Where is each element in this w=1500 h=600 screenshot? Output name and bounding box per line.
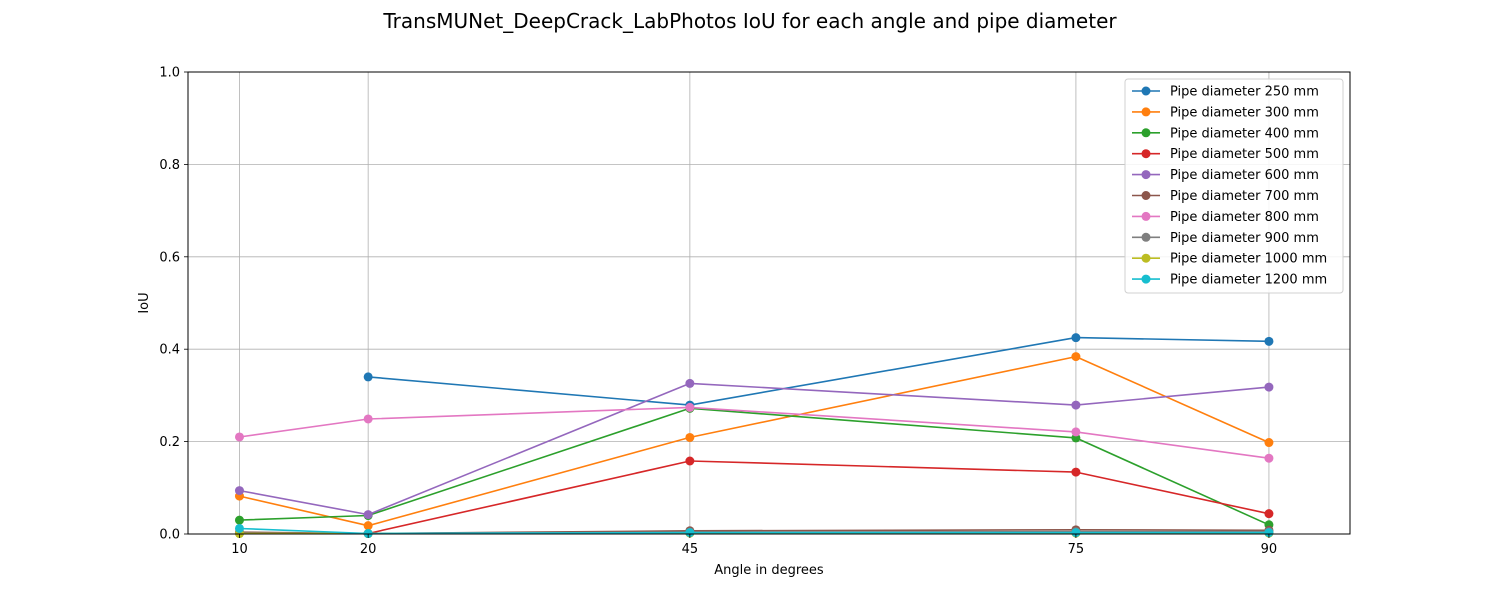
data-point [1071, 352, 1081, 362]
data-point [234, 432, 244, 442]
series-line [239, 406, 1270, 459]
chart-title: TransMUNet_DeepCrack_LabPhotos IoU for e… [382, 9, 1117, 33]
data-point [685, 432, 695, 442]
y-tick-label: 0.2 [159, 435, 180, 450]
legend-marker [1141, 107, 1151, 117]
data-point [1071, 427, 1081, 437]
legend-marker [1141, 253, 1151, 263]
series [363, 333, 1274, 410]
legend-label: Pipe diameter 1200 mm [1170, 273, 1327, 288]
legend-marker [1141, 211, 1151, 221]
plot-frame [187, 71, 1351, 535]
data-point [685, 402, 695, 412]
y-axis-label: IoU [137, 292, 152, 313]
y-axis: 0.0 0.2 0.4 0.6 0.8 1.0 [159, 66, 188, 543]
series [234, 378, 1274, 520]
series-line [368, 336, 1269, 406]
legend-marker [1141, 232, 1151, 242]
series-line [239, 407, 1270, 526]
data-point [234, 523, 244, 533]
legend-item: Pipe diameter 800 mm [1132, 210, 1319, 225]
legend-marker [1141, 149, 1151, 159]
series-line [239, 355, 1270, 527]
data-point [1264, 336, 1274, 346]
data-point [1264, 528, 1274, 538]
data-point [1071, 400, 1081, 410]
legend-item: Pipe diameter 1200 mm [1132, 273, 1327, 288]
legend-item: Pipe diameter 400 mm [1132, 126, 1319, 141]
legend-label: Pipe diameter 900 mm [1170, 231, 1319, 246]
data-point [363, 372, 373, 382]
legend-item: Pipe diameter 600 mm [1132, 168, 1319, 183]
series-line [368, 460, 1270, 535]
data-point [234, 515, 244, 525]
x-tick-label: 45 [682, 542, 699, 557]
x-axis-label: Angle in degrees [714, 563, 824, 578]
data-point [1264, 382, 1274, 392]
y-tick-label: 0.6 [159, 250, 180, 265]
legend-label: Pipe diameter 800 mm [1170, 210, 1319, 225]
series [234, 402, 1274, 463]
series-line [239, 382, 1269, 516]
x-tick-label: 75 [1068, 542, 1085, 557]
series [234, 352, 1274, 531]
data-point [1071, 528, 1081, 538]
legend: Pipe diameter 250 mm Pipe diameter 300 mm… [1124, 78, 1344, 294]
data-point [1071, 333, 1081, 343]
data-point [363, 510, 373, 520]
legend-item: Pipe diameter 900 mm [1132, 231, 1319, 246]
legend-marker [1141, 191, 1151, 200]
legend-label: Pipe diameter 700 mm [1170, 189, 1319, 204]
x-tick-label: 10 [231, 542, 248, 557]
x-tick-label: 20 [360, 542, 377, 557]
series [234, 403, 1274, 530]
legend-item: Pipe diameter 1000 mm [1132, 252, 1327, 267]
legend-label: Pipe diameter 250 mm [1170, 85, 1319, 100]
legend-label: Pipe diameter 500 mm [1170, 147, 1319, 162]
data-point [1264, 509, 1274, 519]
legend-item: Pipe diameter 250 mm [1132, 85, 1319, 100]
legend-item: Pipe diameter 500 mm [1132, 147, 1319, 162]
legend-box [1124, 78, 1344, 294]
legend-marker [1141, 274, 1151, 284]
data-point [685, 378, 695, 388]
x-axis: 10 20 45 75 90 [231, 534, 1277, 557]
legend-label: Pipe diameter 400 mm [1170, 126, 1319, 141]
legend-item: Pipe diameter 700 mm [1132, 189, 1319, 204]
legend-marker [1141, 170, 1151, 180]
y-tick-label: 1.0 [159, 66, 180, 81]
data-point [1071, 467, 1081, 477]
legend-item: Pipe diameter 300 mm [1132, 105, 1319, 120]
legend-label: Pipe diameter 600 mm [1170, 168, 1319, 183]
y-tick-label: 0.4 [159, 343, 180, 358]
data-point [1264, 453, 1274, 463]
data-point [234, 486, 244, 496]
data-point [363, 414, 373, 424]
series [363, 456, 1274, 539]
data-point [685, 456, 695, 466]
legend-marker [1141, 86, 1151, 96]
x-tick-label: 90 [1261, 542, 1278, 557]
data-point [363, 521, 373, 531]
data-point [1264, 438, 1274, 448]
y-tick-label: 0.8 [159, 158, 180, 173]
legend-marker [1141, 128, 1151, 138]
series-layer [234, 333, 1274, 539]
legend-label: Pipe diameter 1000 mm [1170, 252, 1327, 267]
data-point [685, 528, 695, 538]
legend-label: Pipe diameter 300 mm [1170, 105, 1319, 120]
y-tick-label: 0.0 [159, 528, 180, 543]
